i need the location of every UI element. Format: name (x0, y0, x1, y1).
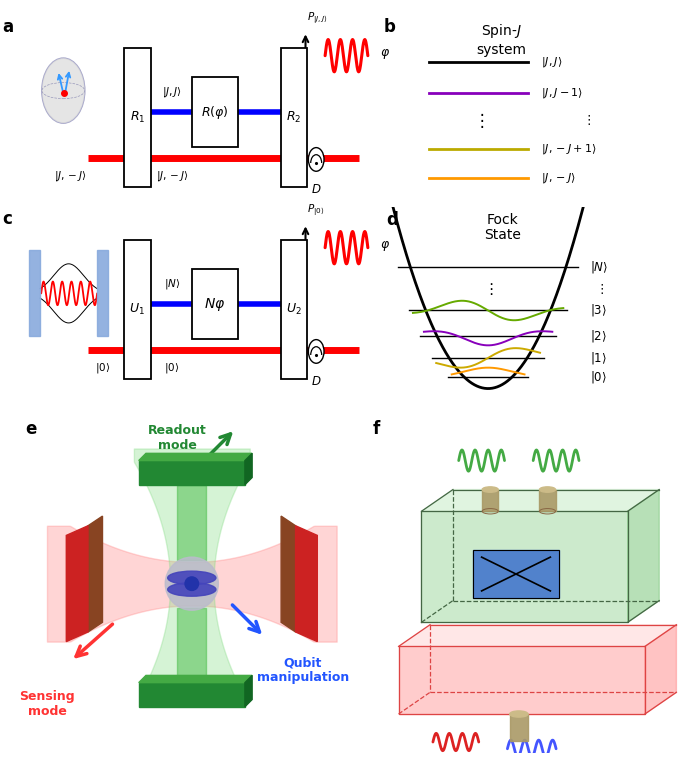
Polygon shape (281, 516, 296, 632)
Bar (124, 240, 151, 379)
Text: Readout
mode: Readout mode (148, 425, 207, 452)
Polygon shape (627, 489, 659, 622)
Polygon shape (421, 511, 627, 622)
Ellipse shape (482, 487, 498, 492)
Polygon shape (296, 526, 317, 641)
Polygon shape (88, 516, 103, 632)
Text: $|2\rangle$: $|2\rangle$ (590, 328, 607, 343)
Bar (473, 550, 559, 598)
Text: $|J,-J\rangle$: $|J,-J\rangle$ (155, 169, 188, 183)
Text: $|3\rangle$: $|3\rangle$ (590, 303, 607, 319)
Text: $|1\rangle$: $|1\rangle$ (590, 350, 607, 366)
Text: $|J, J\rangle$: $|J, J\rangle$ (540, 55, 562, 69)
Ellipse shape (168, 583, 216, 596)
Text: Fock: Fock (486, 213, 519, 227)
Polygon shape (245, 675, 252, 707)
Text: $U_2$: $U_2$ (286, 302, 302, 317)
Polygon shape (421, 489, 659, 511)
Bar (510, 714, 528, 740)
Text: e: e (25, 419, 36, 438)
Polygon shape (138, 453, 252, 461)
Text: $D$: $D$ (311, 375, 321, 388)
Text: $N\varphi$: $N\varphi$ (204, 296, 225, 313)
Ellipse shape (308, 339, 324, 363)
Text: f: f (373, 419, 380, 438)
Text: Sensing
mode: Sensing mode (19, 690, 75, 718)
Polygon shape (138, 675, 252, 683)
Text: State: State (484, 227, 521, 242)
Text: $\vdots$: $\vdots$ (483, 281, 493, 297)
Text: d: d (386, 211, 398, 229)
Text: $|J, -J\rangle$: $|J, -J\rangle$ (540, 170, 575, 184)
Polygon shape (138, 461, 245, 485)
Polygon shape (66, 526, 88, 641)
Text: $\varphi$: $\varphi$ (379, 47, 390, 61)
Text: $|J, J-1\rangle$: $|J, J-1\rangle$ (540, 86, 583, 100)
Text: a: a (3, 18, 14, 36)
Ellipse shape (185, 577, 199, 591)
Text: system: system (477, 43, 526, 57)
Text: $|J,-J\rangle$: $|J,-J\rangle$ (54, 169, 87, 183)
Text: $D$: $D$ (311, 183, 321, 196)
Text: Spin-$J$: Spin-$J$ (481, 22, 522, 41)
Text: $R_1$: $R_1$ (129, 110, 145, 125)
Ellipse shape (168, 571, 216, 584)
Text: $|J,J\rangle$: $|J,J\rangle$ (162, 84, 182, 99)
Ellipse shape (308, 147, 324, 171)
Bar (540, 489, 556, 511)
Text: $\vdots$: $\vdots$ (595, 283, 604, 296)
Text: b: b (384, 18, 395, 35)
Bar (281, 48, 308, 187)
Ellipse shape (510, 711, 528, 717)
Polygon shape (399, 647, 645, 714)
Polygon shape (138, 683, 245, 707)
Bar (29, 250, 40, 336)
Text: $\vdots$: $\vdots$ (473, 111, 484, 130)
Bar (124, 48, 151, 187)
Bar (482, 489, 498, 511)
Text: $P_{|J,J\rangle}$: $P_{|J,J\rangle}$ (308, 11, 328, 26)
Polygon shape (245, 453, 252, 485)
Text: $\vdots$: $\vdots$ (582, 113, 591, 127)
Bar (192, 270, 238, 339)
Text: $|0\rangle$: $|0\rangle$ (590, 369, 607, 386)
Text: $|J, -J+1\rangle$: $|J, -J+1\rangle$ (540, 142, 597, 157)
Text: $\varphi$: $\varphi$ (379, 239, 390, 253)
Text: $P_{|0\rangle}$: $P_{|0\rangle}$ (308, 203, 325, 218)
Bar (192, 78, 238, 147)
Polygon shape (645, 624, 676, 714)
Text: $R_2$: $R_2$ (286, 110, 302, 125)
Text: $|0\rangle$: $|0\rangle$ (95, 361, 110, 375)
Text: c: c (3, 210, 12, 228)
Text: Qubit
manipulation: Qubit manipulation (257, 656, 349, 684)
Text: $|N\rangle$: $|N\rangle$ (590, 259, 608, 275)
Polygon shape (399, 624, 676, 647)
Ellipse shape (165, 557, 219, 611)
Bar (473, 550, 559, 598)
Bar (97, 250, 108, 336)
Ellipse shape (42, 58, 85, 123)
Text: $|0\rangle$: $|0\rangle$ (164, 361, 179, 375)
Text: $U_1$: $U_1$ (129, 302, 145, 317)
Bar (281, 240, 308, 379)
Text: $R(\varphi)$: $R(\varphi)$ (201, 104, 229, 121)
Text: $|N\rangle$: $|N\rangle$ (164, 276, 180, 291)
Ellipse shape (540, 487, 556, 492)
